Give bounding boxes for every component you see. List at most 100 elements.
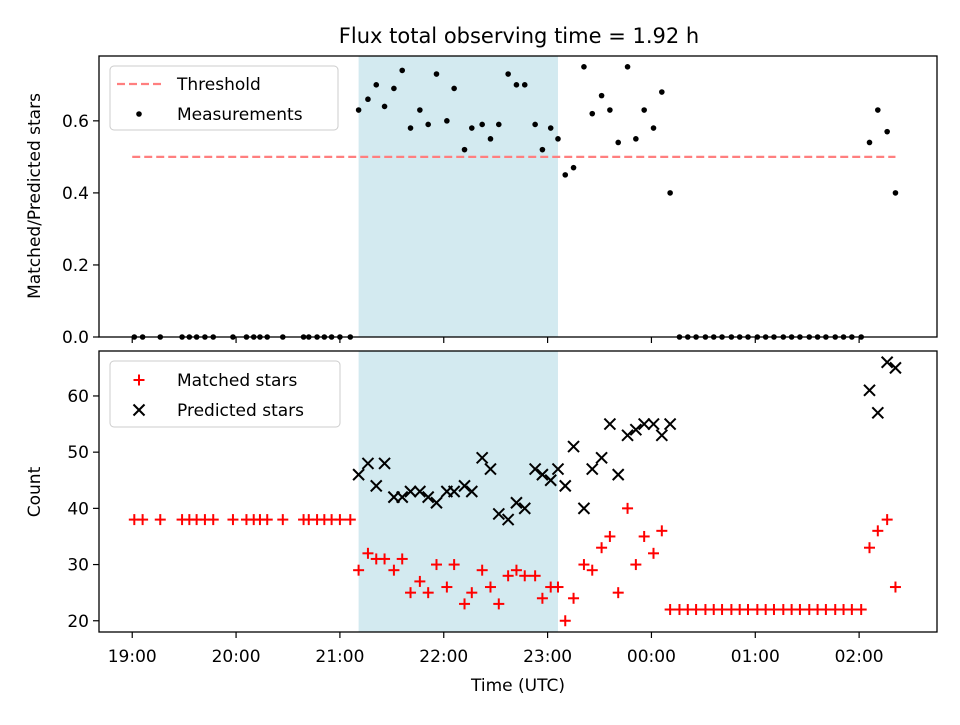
legend-matched-swatch xyxy=(133,374,145,386)
matched-star-point xyxy=(596,542,608,554)
predicted-star-point xyxy=(595,451,608,464)
measurement-point xyxy=(487,136,494,142)
predicted-star-point-b xyxy=(544,474,557,487)
predicted-star-point xyxy=(647,417,660,431)
y-tick-label: 40 xyxy=(67,499,89,519)
x-tick-label: 00:00 xyxy=(627,647,676,667)
legend-label-measurements: Measurements xyxy=(177,105,303,125)
predicted-star-point xyxy=(404,485,417,498)
plot-frame-top xyxy=(98,55,938,338)
y-tick-label: 0.6 xyxy=(62,112,89,132)
legend-predicted-swatch xyxy=(132,403,146,417)
matched-star-point xyxy=(396,553,408,565)
predicted-star-point-b xyxy=(501,513,515,526)
matched-star-point xyxy=(379,553,391,565)
predicted-star-point xyxy=(536,468,549,481)
matched-star-point xyxy=(604,530,616,542)
matched-star-point xyxy=(362,547,374,559)
predicted-star-point xyxy=(577,502,591,515)
measurement-point xyxy=(505,71,511,77)
count-panel: 20 30 40 50 60 19:00 20:00 21:00 22:00 23:00 00:0… xyxy=(25,350,938,696)
predicted-star-point-b xyxy=(595,451,608,464)
y-tick-label: 30 xyxy=(67,556,89,576)
chart-title: Flux total observing time = 1.92 h xyxy=(339,24,699,48)
predicted-star-point-b xyxy=(370,479,383,493)
measurement-point xyxy=(539,146,546,153)
predicted-star-point xyxy=(465,485,478,498)
ratio-panel: 0.0 0.2 0.4 0.6 Matched/Predicted stars Thr… xyxy=(25,55,938,348)
measurement-point xyxy=(355,107,362,113)
y-axis-ticks-top: 0.0 0.2 0.4 0.6 xyxy=(62,112,99,348)
matched-star-point xyxy=(656,525,668,537)
matched-star-point xyxy=(881,514,893,526)
measurement-point xyxy=(624,64,631,70)
predicted-star-point-b xyxy=(404,485,417,498)
measurement-point xyxy=(391,85,397,92)
predicted-star-point-b xyxy=(396,490,409,504)
predicted-star-point xyxy=(510,496,523,509)
predicted-star-point xyxy=(484,462,497,476)
matched-star-point xyxy=(430,559,442,571)
x-tick-label: 23:00 xyxy=(523,647,572,667)
measurement-point xyxy=(659,89,665,95)
matched-star-point xyxy=(638,530,650,542)
predicted-star-point-b xyxy=(637,417,651,431)
shaded-interval-top xyxy=(358,56,558,337)
x-axis-ticks-bottom: 19:00 20:00 21:00 22:00 23:00 00:00 01:00 02:00 xyxy=(108,632,884,667)
matched-star-point xyxy=(277,514,289,526)
predicted-star-point xyxy=(361,457,375,470)
matched-star-point xyxy=(846,604,858,616)
measurement-point xyxy=(598,92,605,99)
shaded-interval-bottom xyxy=(358,351,558,632)
predicted-star-point xyxy=(586,462,599,476)
measurement-point xyxy=(667,190,673,196)
predicted-star-point-b xyxy=(603,417,617,431)
predicted-star-point xyxy=(663,417,677,431)
matched-star-point xyxy=(855,604,867,616)
predicted-star-point-b xyxy=(889,361,902,375)
matched-star-point xyxy=(422,587,434,599)
legend-x-marker xyxy=(132,403,146,417)
predicted-star-point xyxy=(528,462,542,476)
y-tick-label: 0.0 xyxy=(62,328,89,348)
measurement-point xyxy=(521,82,528,88)
predicted-star-point-b xyxy=(647,417,660,431)
predicted-star-point xyxy=(611,468,625,481)
predicted-star-point-b xyxy=(551,462,565,476)
measurement-point xyxy=(417,107,423,113)
predicted-star-point xyxy=(559,479,572,493)
matched-star-point xyxy=(344,514,356,526)
predicted-star-point xyxy=(352,468,365,481)
legend-plus-marker xyxy=(133,374,145,386)
matched-star-point xyxy=(227,514,239,526)
measurement-point xyxy=(892,190,899,196)
predicted-star-point xyxy=(637,417,651,431)
predicted-star-point-b xyxy=(361,457,375,470)
matched-star-point xyxy=(690,604,702,616)
matched-star-point xyxy=(493,598,505,610)
matched-star-point xyxy=(137,514,149,526)
matched-star-point xyxy=(612,587,624,599)
matched-star-point xyxy=(648,547,660,559)
measurement-point xyxy=(407,125,414,131)
predicted-star-point xyxy=(880,356,894,369)
measurement-point xyxy=(373,82,380,88)
matched-star-point xyxy=(536,592,548,604)
legend-x-marker-b xyxy=(132,403,146,417)
predicted-star-point-b xyxy=(465,485,478,498)
predicted-star-point-b xyxy=(871,406,885,420)
predicted-star-point xyxy=(621,429,634,442)
x-tick-label: 21:00 xyxy=(315,647,364,667)
predicted-star-point-b xyxy=(475,451,489,464)
measurement-point xyxy=(381,103,388,110)
measurement-point xyxy=(461,146,468,153)
predicted-star-point-b xyxy=(518,502,531,515)
predicted-star-point xyxy=(492,507,505,521)
matched-star-point xyxy=(578,559,590,571)
y-tick-label: 60 xyxy=(67,387,89,407)
matched-star-point xyxy=(154,514,166,526)
legend-top: Threshold Measurements xyxy=(109,65,339,131)
measurement-point xyxy=(570,164,577,171)
legend-bottom: Matched stars Predicted stars xyxy=(109,360,341,428)
predicted-star-point xyxy=(871,406,885,420)
